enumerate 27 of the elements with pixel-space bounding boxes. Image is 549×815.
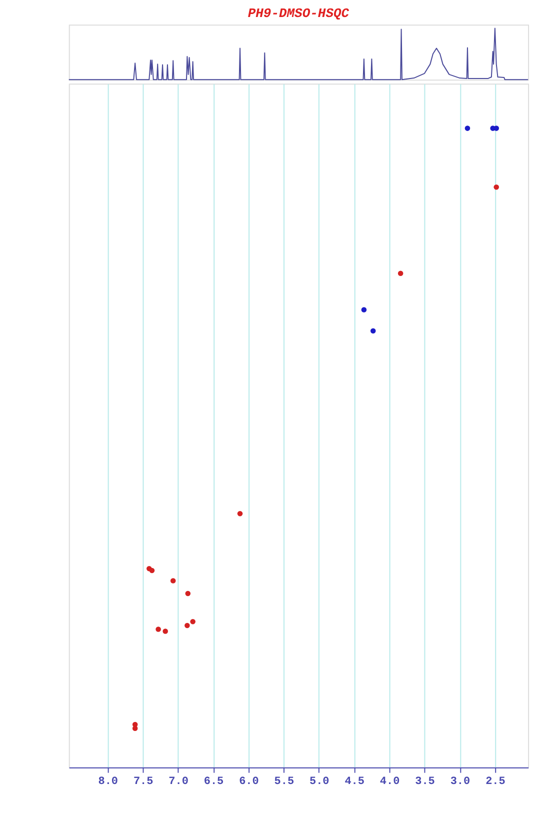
point — [361, 307, 367, 312]
point — [237, 510, 243, 516]
x-tick-label: 6.5 — [204, 776, 224, 788]
x-tick-label: 5.5 — [274, 776, 294, 788]
point — [132, 726, 138, 731]
x-tick-label: 3.0 — [450, 776, 470, 788]
x-tick-label: 6.0 — [239, 776, 259, 788]
x-tick-label: 8.0 — [98, 776, 118, 788]
x-tick-label: 4.5 — [344, 776, 365, 788]
x-tick-label: 3.5 — [415, 776, 436, 788]
x-tick-label: 4.0 — [380, 776, 400, 788]
chart-title: PH9-DMSO-HSQC — [248, 6, 350, 22]
point — [398, 270, 404, 276]
x-tick-label: 7.5 — [133, 776, 154, 788]
x-tick-label: 7.0 — [168, 776, 188, 788]
point — [170, 578, 176, 584]
point — [149, 568, 155, 574]
point — [162, 628, 168, 634]
x-tick-label: 2.5 — [486, 776, 506, 788]
point — [464, 126, 470, 131]
point — [190, 618, 196, 624]
x-tick-label: 5.0 — [310, 776, 330, 788]
point — [184, 622, 190, 628]
point — [494, 184, 499, 190]
point — [185, 590, 191, 596]
point — [370, 328, 376, 334]
point — [156, 626, 161, 632]
